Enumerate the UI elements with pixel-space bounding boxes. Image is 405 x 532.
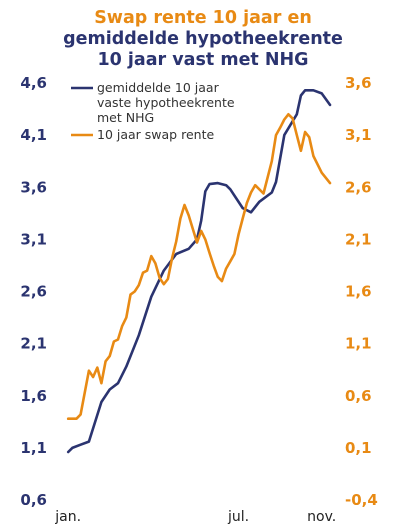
legend-label: vaste hypotheekrente [97,95,235,110]
right-tick-label: 3,6 [345,74,372,92]
legend-label: 10 jaar swap rente [97,127,214,142]
legend-label: met NHG [97,110,154,125]
left-tick-label: 4,1 [20,126,47,144]
legend-label: gemiddelde 10 jaar [97,80,220,95]
right-tick-label: 3,1 [345,126,372,144]
x-tick-label: nov. [307,509,336,525]
x-tick-label: jul. [227,509,249,525]
right-tick-label: -0,4 [345,491,378,509]
left-tick-label: 2,6 [20,283,47,301]
left-tick-label: 2,1 [20,335,47,353]
right-tick-label: 2,1 [345,230,372,248]
title-line-2: gemiddelde hypotheekrente [63,29,343,49]
x-tick-label: jan. [54,509,81,525]
left-axis: 4,6 4,1 3,6 3,1 2,6 2,1 1,6 1,1 0,6 [20,74,47,509]
left-tick-label: 3,6 [20,178,47,196]
left-tick-label: 3,1 [20,230,47,248]
right-axis: 3,6 3,1 2,6 2,1 1,6 1,1 0,6 0,1 -0,4 [345,74,378,509]
hypotheekrente-line [66,89,332,454]
left-tick-label: 1,6 [20,387,47,405]
right-tick-label: 2,6 [345,178,372,196]
right-tick-label: 1,6 [345,283,372,301]
series-layer [66,89,332,454]
title-line-1: Swap rente 10 jaar en [94,8,312,28]
right-tick-label: 0,6 [345,387,372,405]
swap-rente-line [66,113,332,420]
left-tick-label: 4,6 [20,74,47,92]
x-axis: jan. jul. nov. [54,509,336,525]
left-tick-label: 0,6 [20,491,47,509]
right-tick-label: 1,1 [345,335,372,353]
title-line-3: 10 jaar vast met NHG [97,50,308,70]
left-tick-label: 1,1 [20,439,47,457]
right-tick-label: 0,1 [345,439,372,457]
